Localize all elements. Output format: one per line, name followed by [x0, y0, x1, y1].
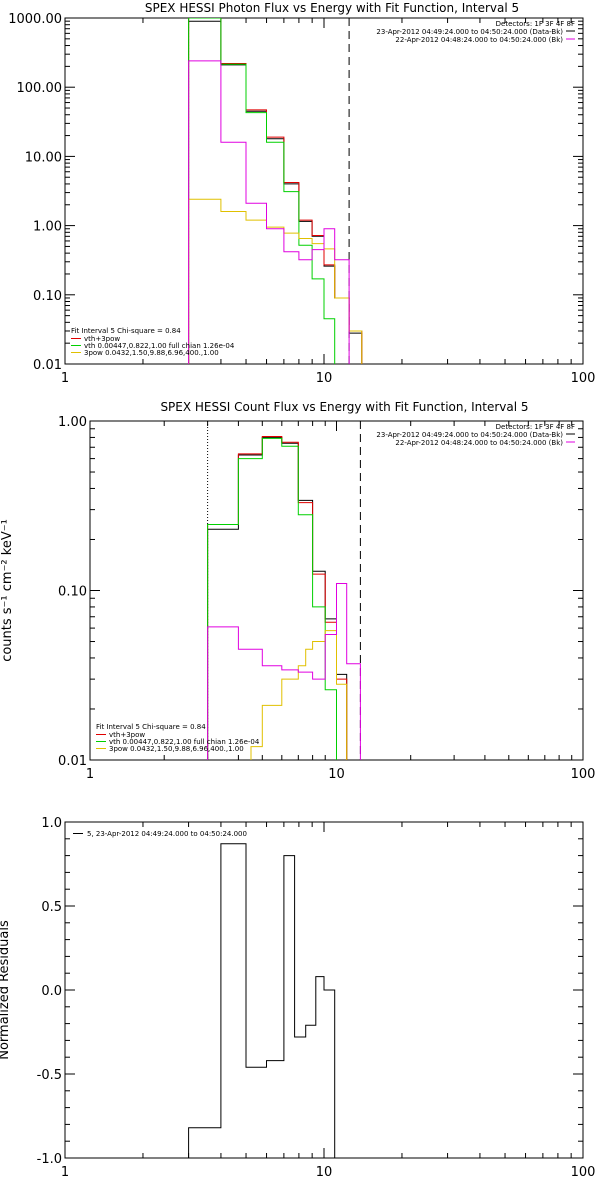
- series-line-4: [250, 630, 348, 760]
- y-tick-label: 0.10: [58, 585, 87, 600]
- x-tick-label: 100: [571, 371, 596, 386]
- x-tick-label: 1: [61, 1165, 69, 1180]
- series-line-2: [188, 18, 363, 364]
- series-line-1: [188, 843, 346, 1158]
- chart-panel-1: SPEX HESSI Photon Flux vs Energy with Fi…: [8, 1, 595, 386]
- x-tick-label: 10: [316, 371, 333, 386]
- y-tick-label: -0.5: [37, 1068, 62, 1083]
- y-tick-label: 10.00: [25, 150, 62, 165]
- fit-legend-entry: vth 0.00447,0.822,1.00 full chian 1.26e-…: [84, 342, 235, 350]
- fit-legend-entry: vth 0.00447,0.822,1.00 full chian 1.26e-…: [109, 738, 260, 746]
- y-tick-label: 0.5: [41, 900, 62, 915]
- series-line-3: [207, 437, 337, 760]
- series-group: [207, 436, 361, 760]
- fit-legend-entry: vth+3pow: [84, 335, 120, 343]
- series-line-5: [188, 60, 350, 364]
- fit-legend-entry: 3pow 0.0432,1.50,9.88,6.96,400.,1.00: [109, 745, 244, 753]
- legend-entry-label: 22-Apr-2012 04:48:24.000 to 04:50:24.000…: [395, 439, 563, 447]
- legend-entry-label: 23-Apr-2012 04:49:24.000 to 04:50:24.000…: [376, 431, 563, 439]
- y-tick-label: 1.0: [41, 816, 62, 831]
- detectors-label: Detectors: 1F 3F 4F 8F: [496, 20, 575, 28]
- fit-legend-entry: 3pow 0.0432,1.50,9.88,6.96,400.,1.00: [84, 349, 219, 357]
- fit-legend-title: Fit Interval 5 Chi-square = 0.84: [96, 723, 206, 731]
- x-tick-label: 10: [316, 1165, 333, 1180]
- residual-legend-label: 5, 23-Apr-2012 04:49:24.000 to 04:50:24.…: [87, 830, 247, 838]
- chart-title: SPEX HESSI Count Flux vs Energy with Fit…: [160, 400, 528, 414]
- x-tick-label: 1: [61, 371, 69, 386]
- x-tick-label: 10: [328, 767, 345, 782]
- series-group: [188, 843, 346, 1158]
- series-group: [188, 18, 363, 364]
- y-tick-label: 1000.00: [8, 12, 62, 27]
- y-tick-label: 0.01: [33, 358, 62, 373]
- y-tick-label: -1.0: [37, 1152, 62, 1167]
- y-tick-label: 0.0: [41, 984, 62, 999]
- y-axis-label: Normalized Residuals: [0, 920, 12, 1060]
- y-tick-label: 100.00: [17, 81, 63, 96]
- x-tick-label: 100: [571, 1165, 596, 1180]
- series-line-4: [188, 198, 363, 364]
- chart-title: SPEX HESSI Photon Flux vs Energy with Fi…: [145, 1, 519, 15]
- series-line-2: [207, 436, 348, 760]
- chart-panel-2: SPEX HESSI Count Flux vs Energy with Fit…: [0, 400, 596, 782]
- series-line-3: [188, 18, 336, 364]
- detectors-label: Detectors: 1F 3F 4F 8F: [496, 423, 575, 431]
- legend-entry-label: 23-Apr-2012 04:49:24.000 to 04:50:24.000…: [376, 28, 563, 36]
- y-tick-label: 1.00: [58, 415, 87, 430]
- fit-legend-entry: vth+3pow: [109, 731, 145, 739]
- y-axis-label: counts s⁻¹ cm⁻² keV⁻¹: [0, 519, 15, 662]
- chart-panel-3: 1 10 100 1.0 0.5 0.0 -0.5 -1.0 Normalized Residu…: [0, 816, 595, 1180]
- legend-entry-label: 22-Apr-2012 04:48:24.000 to 04:50:24.000…: [395, 36, 563, 44]
- series-line-1: [207, 436, 348, 760]
- y-tick-label: 0.01: [58, 754, 87, 769]
- x-tick-label: 1: [86, 767, 94, 782]
- x-tick-label: 100: [571, 767, 596, 782]
- y-tick-label: 1.00: [33, 220, 62, 235]
- fit-legend-title: Fit Interval 5 Chi-square = 0.84: [71, 327, 181, 335]
- series-line-5: [207, 583, 361, 760]
- y-tick-label: 0.10: [33, 289, 62, 304]
- series-line-1: [188, 20, 363, 364]
